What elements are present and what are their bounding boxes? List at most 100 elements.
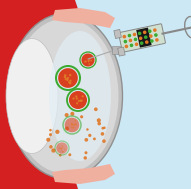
Circle shape: [60, 148, 62, 149]
Circle shape: [65, 126, 69, 130]
Circle shape: [66, 79, 69, 81]
Bar: [112, 46, 120, 54]
Circle shape: [64, 74, 66, 77]
Circle shape: [144, 35, 147, 39]
Circle shape: [62, 146, 64, 148]
Circle shape: [84, 61, 86, 62]
Circle shape: [58, 68, 78, 88]
Circle shape: [80, 100, 82, 102]
Circle shape: [83, 156, 87, 160]
Circle shape: [84, 61, 86, 63]
Circle shape: [135, 43, 138, 46]
Circle shape: [76, 102, 78, 104]
Polygon shape: [0, 0, 80, 189]
Circle shape: [130, 43, 133, 47]
Circle shape: [150, 39, 154, 43]
Circle shape: [64, 149, 65, 150]
Circle shape: [49, 129, 52, 131]
Circle shape: [61, 148, 62, 149]
Circle shape: [71, 126, 73, 128]
Ellipse shape: [6, 39, 58, 153]
Circle shape: [78, 100, 80, 102]
Circle shape: [148, 29, 152, 33]
Circle shape: [94, 108, 98, 111]
Circle shape: [71, 123, 73, 125]
Circle shape: [89, 59, 90, 61]
Circle shape: [65, 113, 69, 117]
Circle shape: [88, 63, 90, 65]
Circle shape: [70, 112, 74, 116]
Circle shape: [88, 134, 91, 137]
Circle shape: [49, 133, 52, 136]
Circle shape: [62, 145, 63, 146]
FancyBboxPatch shape: [119, 24, 165, 52]
Circle shape: [69, 74, 71, 76]
Circle shape: [55, 130, 60, 134]
Circle shape: [80, 115, 83, 118]
Circle shape: [124, 40, 127, 43]
Circle shape: [145, 40, 149, 44]
Circle shape: [87, 60, 89, 61]
Circle shape: [59, 154, 62, 156]
Polygon shape: [52, 164, 115, 184]
Circle shape: [64, 76, 66, 78]
Circle shape: [85, 60, 87, 62]
Ellipse shape: [7, 13, 122, 178]
Circle shape: [134, 38, 137, 41]
Circle shape: [69, 80, 72, 82]
Circle shape: [68, 153, 71, 156]
Circle shape: [71, 123, 73, 125]
Circle shape: [69, 91, 87, 109]
Circle shape: [75, 123, 77, 125]
Circle shape: [101, 132, 104, 136]
Circle shape: [68, 81, 70, 84]
Circle shape: [93, 137, 96, 140]
Ellipse shape: [49, 31, 111, 161]
Circle shape: [51, 148, 56, 153]
Circle shape: [74, 123, 76, 125]
Circle shape: [56, 142, 68, 154]
Circle shape: [73, 127, 74, 129]
Circle shape: [76, 97, 78, 100]
Bar: [118, 47, 125, 56]
Circle shape: [84, 151, 87, 154]
Polygon shape: [52, 8, 115, 28]
Circle shape: [133, 33, 136, 36]
Circle shape: [46, 138, 50, 142]
Circle shape: [97, 122, 101, 125]
Circle shape: [102, 139, 106, 143]
Circle shape: [74, 120, 76, 122]
Circle shape: [71, 124, 73, 126]
Circle shape: [82, 95, 84, 97]
Circle shape: [149, 34, 153, 38]
Bar: [114, 29, 121, 39]
Circle shape: [61, 148, 62, 149]
Circle shape: [75, 95, 77, 98]
Circle shape: [138, 32, 141, 35]
Ellipse shape: [11, 19, 118, 174]
Circle shape: [67, 77, 69, 79]
Circle shape: [73, 124, 75, 126]
Circle shape: [128, 34, 131, 37]
Circle shape: [65, 78, 67, 80]
Circle shape: [81, 53, 95, 67]
Circle shape: [49, 145, 53, 149]
Circle shape: [154, 33, 158, 37]
Circle shape: [129, 39, 132, 42]
Circle shape: [155, 38, 159, 42]
Circle shape: [80, 99, 82, 102]
Circle shape: [62, 151, 64, 152]
Circle shape: [69, 82, 71, 84]
Circle shape: [101, 127, 104, 129]
Circle shape: [84, 138, 88, 142]
Circle shape: [86, 128, 89, 131]
Circle shape: [81, 99, 83, 102]
Circle shape: [62, 151, 63, 152]
Circle shape: [97, 118, 101, 122]
Bar: [136, 28, 152, 48]
Circle shape: [140, 41, 143, 45]
Circle shape: [139, 36, 142, 40]
Circle shape: [59, 147, 60, 149]
Circle shape: [65, 118, 79, 132]
Circle shape: [123, 35, 126, 38]
